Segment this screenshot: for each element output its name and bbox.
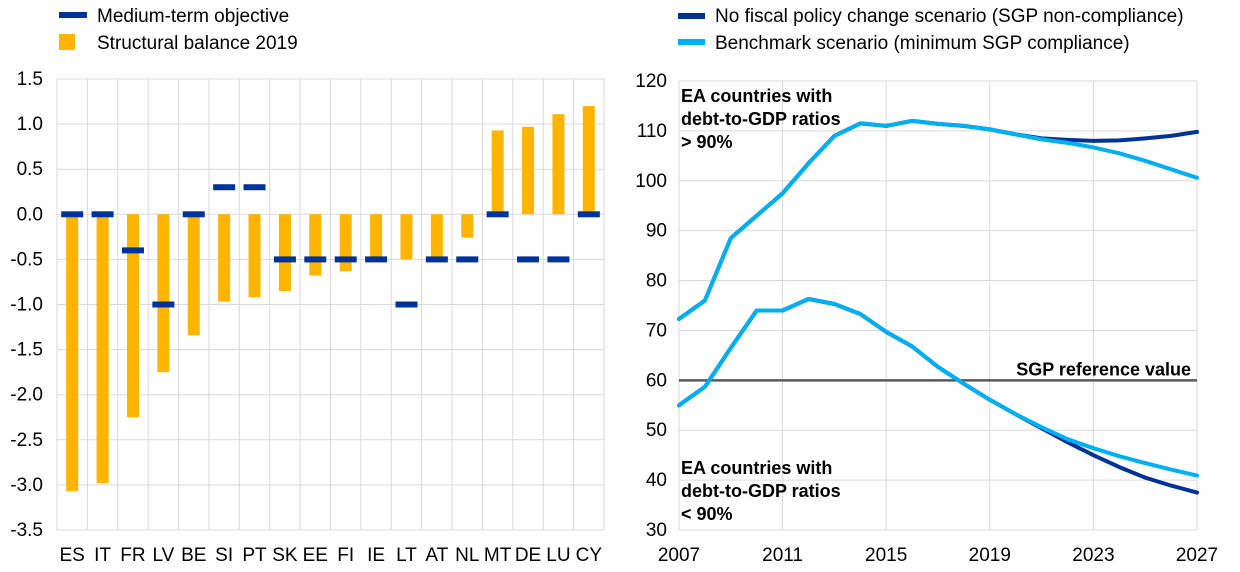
right-ytick-label: 60 xyxy=(646,370,667,391)
sgp-reference-label: SGP reference value xyxy=(1016,359,1191,379)
medium-term-objective-marker xyxy=(486,211,509,218)
left-xtick-label: FR xyxy=(120,545,145,566)
right-ytick-label: 110 xyxy=(637,121,667,142)
structural-balance-bar xyxy=(218,214,231,302)
medium-term-objective-marker xyxy=(91,211,114,218)
right-ytick-label: 120 xyxy=(635,71,667,92)
right-xtick-label: 2007 xyxy=(658,545,700,566)
medium-term-objective-marker xyxy=(365,256,388,263)
medium-term-objective-marker xyxy=(425,256,448,263)
medium-term-objective-marker xyxy=(213,184,236,191)
structural-balance-bar xyxy=(66,214,79,492)
left-xtick-label: IT xyxy=(94,545,111,566)
medium-term-objective-marker xyxy=(243,184,266,191)
annotation-high-debt: EA countries with xyxy=(681,86,832,106)
left-xtick-label: ES xyxy=(60,545,85,566)
left-ytick-label: 0.0 xyxy=(17,204,43,225)
right-xtick-label: 2011 xyxy=(762,545,803,566)
medium-term-objective-marker xyxy=(334,256,357,263)
legend-label-no-policy-change: No fiscal policy change scenario (SGP no… xyxy=(715,6,1184,27)
structural-balance-bar xyxy=(522,126,535,215)
legend-dash-icon xyxy=(59,12,87,18)
structural-balance-bar xyxy=(400,214,413,260)
left-xtick-label: BE xyxy=(181,545,206,566)
medium-term-objective-marker xyxy=(121,247,144,254)
structural-balance-bar xyxy=(278,214,291,291)
left-ytick-label: -2.5 xyxy=(10,430,43,451)
right-ytick-label: 70 xyxy=(646,320,667,341)
annotation-high-debt: debt-to-GDP ratios xyxy=(681,109,841,129)
right-ytick-label: 30 xyxy=(646,520,667,541)
structural-balance-bar xyxy=(187,214,200,336)
legend-box-icon xyxy=(59,34,75,50)
left-ytick-label: 1.5 xyxy=(17,69,43,90)
medium-term-objective-marker xyxy=(395,301,418,308)
left-ytick-label: -2.0 xyxy=(10,385,43,406)
benchmark-high-line xyxy=(677,118,1199,321)
structural-balance-bar xyxy=(430,214,443,257)
structural-balance-bar xyxy=(461,214,474,238)
structural-balance-bar xyxy=(157,214,170,373)
medium-term-objective-marker xyxy=(456,256,479,263)
left-xtick-label: EE xyxy=(303,545,328,566)
left-ytick-label: -3.0 xyxy=(10,475,43,496)
medium-term-objective-marker xyxy=(152,301,175,308)
left-ytick-label: -1.0 xyxy=(10,295,43,316)
medium-term-objective-marker xyxy=(61,211,84,218)
structural-balance-bar xyxy=(552,114,565,215)
right-ytick-label: 50 xyxy=(646,420,667,441)
medium-term-objective-marker xyxy=(273,256,296,263)
left-xtick-label: CY xyxy=(576,545,603,566)
legend-label-benchmark: Benchmark scenario (minimum SGP complian… xyxy=(715,33,1130,54)
structural-balance-bar xyxy=(491,130,504,215)
structural-balance-bar xyxy=(370,214,383,260)
medium-term-objective-marker xyxy=(304,256,327,263)
benchmark-low-line xyxy=(677,297,1199,478)
right-ytick-label: 100 xyxy=(635,171,667,192)
structural-balance-bar xyxy=(309,214,322,276)
left-ytick-label: 1.0 xyxy=(17,114,43,135)
medium-term-objective-marker xyxy=(547,256,570,263)
annotation-low-debt: < 90% xyxy=(681,504,733,524)
left-ytick-label: -0.5 xyxy=(10,249,43,270)
annotation-high-debt: > 90% xyxy=(681,132,733,152)
right-xtick-label: 2019 xyxy=(969,545,1011,566)
left-xtick-label: MT xyxy=(484,545,512,566)
left-xtick-label: IE xyxy=(367,545,385,566)
right-ytick-label: 40 xyxy=(646,470,667,491)
legend-label-structural-balance: Structural balance 2019 xyxy=(97,33,298,54)
right-xtick-label: 2015 xyxy=(865,545,907,566)
structural-balance-bar xyxy=(96,214,109,484)
structural-balance-bar xyxy=(248,214,261,298)
structural-balance-bar xyxy=(582,106,595,215)
left-ytick-label: -3.5 xyxy=(10,520,43,541)
right-ytick-label: 80 xyxy=(646,271,667,292)
medium-term-objective-marker xyxy=(577,211,600,218)
medium-term-objective-marker xyxy=(517,256,540,263)
annotation-low-debt: debt-to-GDP ratios xyxy=(681,481,841,501)
structural-balance-bar xyxy=(126,214,139,418)
left-xtick-label: DE xyxy=(515,545,541,566)
left-xtick-label: SI xyxy=(215,545,233,566)
right-ytick-label: 90 xyxy=(646,221,667,242)
left-ytick-label: -1.5 xyxy=(10,340,43,361)
left-xtick-label: PT xyxy=(242,545,267,566)
left-xtick-label: FI xyxy=(337,545,354,566)
left-ytick-label: 0.5 xyxy=(17,159,43,180)
right-xtick-label: 2023 xyxy=(1072,545,1114,566)
left-xtick-label: LV xyxy=(152,545,174,566)
legend-label-medium-term-objective: Medium-term objective xyxy=(97,6,289,27)
left-xtick-label: LT xyxy=(396,545,417,566)
no-policy-change-high-line xyxy=(677,118,1199,321)
right-xtick-label: 2027 xyxy=(1176,545,1218,566)
left-xtick-label: LU xyxy=(546,545,570,566)
left-xtick-label: AT xyxy=(425,545,448,566)
structural-balance-bar xyxy=(339,214,352,272)
medium-term-objective-marker xyxy=(182,211,205,218)
left-xtick-label: NL xyxy=(455,545,479,566)
annotation-low-debt: EA countries with xyxy=(681,458,832,478)
left-xtick-label: SK xyxy=(272,545,298,566)
